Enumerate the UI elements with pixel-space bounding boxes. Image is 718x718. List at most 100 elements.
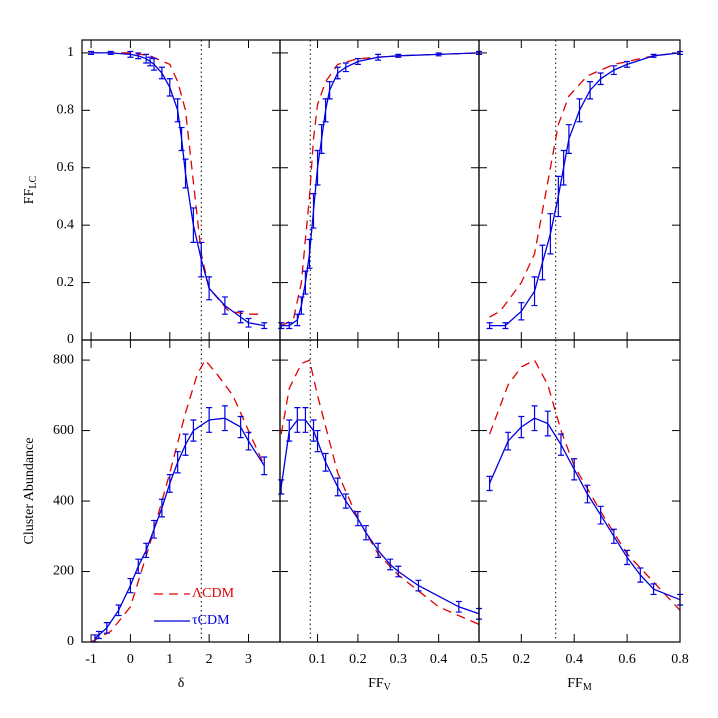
- error-bar: [294, 313, 301, 327]
- error-bar: [88, 50, 95, 55]
- y-tick-label: 200: [53, 564, 74, 579]
- error-bar: [342, 62, 349, 73]
- y-tick-label: 0: [67, 332, 74, 347]
- error-bar: [314, 149, 321, 186]
- error-bar: [518, 302, 525, 321]
- error-bar: [555, 175, 562, 218]
- error-bar: [190, 419, 197, 442]
- error-bar: [342, 493, 349, 509]
- error-bar: [206, 407, 213, 433]
- error-bar: [143, 542, 150, 559]
- error-bar: [107, 50, 114, 55]
- error-bar: [166, 78, 173, 97]
- x-tick-label: 3: [245, 652, 252, 667]
- error-bar: [518, 415, 525, 439]
- error-bar: [544, 410, 551, 437]
- error-bar: [166, 474, 173, 493]
- error-bar: [135, 558, 142, 574]
- y-tick-label: 0.8: [57, 103, 75, 118]
- y-axis-label: FFLC: [22, 175, 39, 204]
- y-tick-label: 0.4: [57, 217, 75, 232]
- series-line: [280, 52, 480, 327]
- error-bar: [206, 276, 213, 301]
- error-bar: [302, 270, 309, 295]
- subscript: V: [384, 682, 392, 693]
- error-bar: [539, 244, 546, 281]
- error-bar: [565, 124, 572, 154]
- error-bar: [395, 565, 402, 578]
- series-line: [489, 52, 681, 327]
- error-bar: [637, 567, 644, 583]
- error-bar: [354, 58, 361, 66]
- error-bar: [115, 604, 122, 617]
- error-bar: [334, 66, 341, 80]
- y-tick-label: 1: [67, 45, 74, 60]
- error-bar: [531, 276, 538, 307]
- series-line: [281, 52, 480, 327]
- error-bar: [151, 58, 158, 71]
- subscript: LC: [28, 175, 39, 188]
- error-bar: [310, 192, 317, 229]
- error-bar: [174, 98, 181, 123]
- error-bar: [560, 149, 567, 186]
- series-line: [488, 359, 681, 611]
- error-bar: [182, 433, 189, 456]
- error-bar: [261, 456, 268, 476]
- x-tick-label: 0.6: [618, 652, 636, 667]
- plot-frame: [478, 339, 681, 643]
- error-bar: [278, 479, 285, 495]
- error-bar: [158, 498, 165, 518]
- error-bar: [127, 50, 134, 58]
- error-bar: [298, 296, 305, 315]
- error-bar: [306, 238, 313, 269]
- legend-label: ΛCDM: [192, 586, 235, 601]
- series-line: [94, 417, 265, 639]
- x-tick-label: 0.3: [390, 652, 408, 667]
- x-tick-label: 1: [166, 652, 173, 667]
- y-tick-label: 0.6: [57, 160, 75, 175]
- y-tick-label: 0.2: [57, 275, 75, 290]
- y-tick-label: 400: [53, 493, 74, 508]
- error-bar: [322, 452, 329, 472]
- error-bar: [127, 577, 134, 594]
- y-tick-label: 600: [53, 423, 74, 438]
- legend-label: τCDM: [192, 613, 230, 628]
- error-bar: [326, 81, 333, 100]
- error-bar: [624, 549, 631, 566]
- error-bar: [302, 407, 309, 433]
- x-tick-label: 0.1: [309, 652, 327, 667]
- plot-frame: [81, 339, 281, 643]
- error-bar: [245, 317, 252, 328]
- error-bar: [314, 429, 321, 453]
- error-bar: [198, 241, 205, 278]
- error-bar: [237, 415, 244, 439]
- series-line: [489, 417, 681, 601]
- error-bar: [286, 419, 293, 442]
- error-bar: [650, 53, 657, 58]
- error-bar: [261, 322, 268, 330]
- series-line: [280, 419, 480, 615]
- error-bar: [375, 53, 382, 61]
- x-tick-label: 0.2: [513, 652, 531, 667]
- error-bar: [103, 622, 110, 634]
- error-bar: [286, 322, 293, 330]
- error-bar: [151, 519, 158, 539]
- error-bar: [278, 322, 285, 330]
- error-bar: [318, 124, 325, 154]
- y-axis-label: Cluster Abundance: [22, 438, 37, 545]
- error-bar: [387, 558, 394, 571]
- error-bar: [95, 630, 102, 640]
- error-bar: [624, 60, 631, 68]
- error-bar: [190, 207, 197, 243]
- series-line: [489, 52, 681, 318]
- x-tick-label: -1: [85, 652, 97, 667]
- error-bar: [245, 431, 252, 451]
- error-bar: [178, 126, 185, 152]
- error-bar: [557, 433, 564, 456]
- plot-frame: [81, 39, 281, 341]
- error-bar: [571, 458, 578, 481]
- error-bar: [334, 477, 341, 497]
- error-bar: [502, 322, 509, 330]
- x-tick-label: 2: [206, 652, 213, 667]
